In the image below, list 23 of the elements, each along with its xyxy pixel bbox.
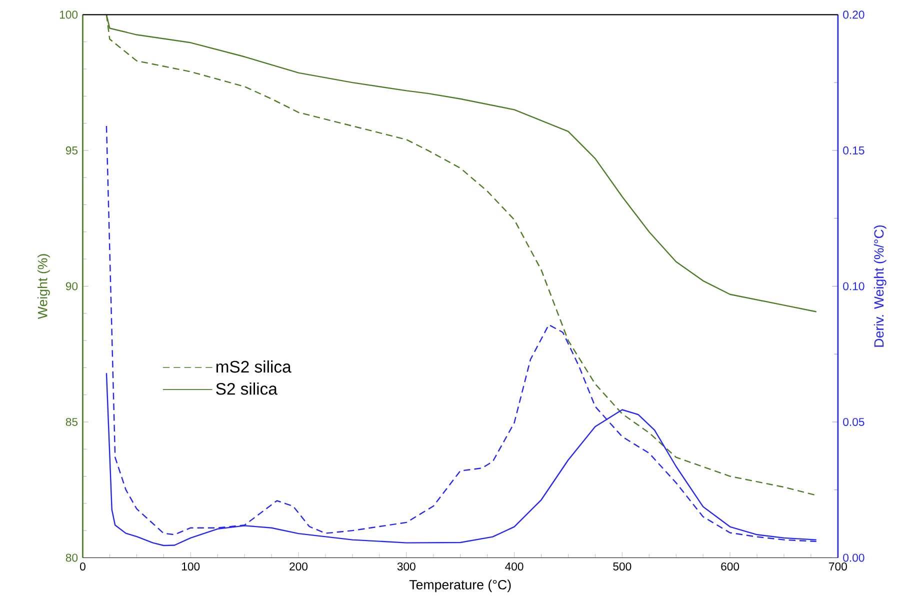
x-tick-label: 0 — [80, 562, 86, 570]
y2-tick-label: 0.20 — [843, 10, 864, 18]
x-tick-label: 300 — [397, 562, 416, 570]
legend-label: S2 silica — [216, 382, 278, 395]
y-tick-label: 100 — [60, 10, 78, 18]
y-tick-label: 95 — [66, 146, 78, 154]
y2-tick-label: 0.00 — [843, 554, 864, 562]
y-tick-label: 80 — [66, 554, 78, 562]
x-tick-label: 500 — [613, 562, 632, 570]
y2-tick-label: 0.05 — [843, 418, 864, 426]
y2-tick-label: 0.10 — [843, 282, 864, 290]
y-tick-label: 90 — [66, 282, 78, 290]
x-axis-title: Temperature (°C) — [409, 579, 511, 592]
y2-tick-label: 0.15 — [843, 146, 864, 154]
x-tick-label: 100 — [182, 562, 200, 570]
x-tick-label: 600 — [721, 562, 740, 570]
x-tick-label: 200 — [290, 562, 308, 570]
x-tick-label: 400 — [505, 562, 524, 570]
y2-axis-title: Deriv. Weight (%/°C) — [874, 225, 886, 347]
y-tick-label: 85 — [66, 418, 78, 426]
x-tick-label: 700 — [829, 562, 847, 570]
y-axis-title: Weight (%) — [38, 254, 50, 319]
legend-label: mS2 silica — [216, 360, 292, 372]
